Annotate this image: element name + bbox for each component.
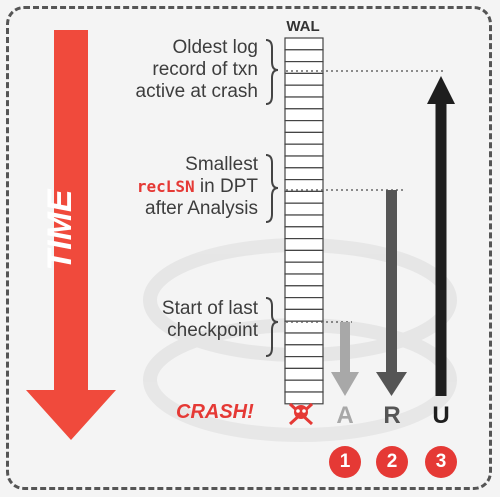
- wal-record: [284, 108, 324, 122]
- skull-crossbones-icon: [288, 402, 314, 426]
- wal-title: WAL: [286, 18, 320, 35]
- wal-record: [284, 273, 324, 287]
- wal-record: [284, 308, 324, 322]
- wal-record: [284, 49, 324, 63]
- phase-letter-redo: R: [383, 402, 401, 429]
- wal-record: [284, 226, 324, 240]
- wal-record: [284, 167, 324, 181]
- label-oldest-line-2: record of txn: [152, 59, 258, 80]
- wal-record: [284, 37, 324, 51]
- reclsn-code: recLSN: [136, 177, 195, 196]
- wal-record: [284, 238, 324, 252]
- wal-record: [284, 143, 324, 157]
- wal-record: [284, 367, 324, 381]
- label-smallest-reclsn: Smallest recLSN in DPT after Analysis: [137, 154, 258, 220]
- wal-record: [284, 297, 324, 311]
- undo-arrow-icon: [427, 76, 455, 396]
- brace-oldest: [265, 39, 279, 105]
- label-oldest-line-3: active at crash: [135, 81, 259, 102]
- analysis-arrow-icon: [331, 322, 359, 396]
- wal-record: [284, 249, 324, 263]
- redo-arrow-icon: [376, 190, 407, 396]
- label-checkpoint-line-1: Start of last: [161, 298, 258, 319]
- label-oldest-line-1: Oldest log: [172, 37, 258, 58]
- crash-label: CRASH!: [176, 401, 254, 423]
- time-arrow-icon: [26, 30, 116, 440]
- time-label: TIME: [41, 188, 79, 271]
- brace-smallest: [265, 154, 279, 223]
- phase-letter-undo: U: [432, 402, 450, 429]
- wal-record: [284, 119, 324, 133]
- phase-badge-1: 1: [329, 446, 361, 478]
- wal-record: [284, 96, 324, 110]
- label-smallest-line-2-rest: in DPT: [194, 176, 258, 197]
- wal-record: [284, 190, 324, 204]
- wal-record: [284, 214, 324, 228]
- wal-log: [284, 37, 324, 405]
- wal-record: [284, 285, 324, 299]
- wal-record: [284, 344, 324, 358]
- label-smallest-line-3: after Analysis: [145, 198, 258, 219]
- wal-record: [284, 379, 324, 393]
- label-oldest-log: Oldest log record of txn active at crash: [136, 37, 259, 103]
- label-smallest-line-2: recLSN in DPT: [137, 176, 258, 198]
- wal-record: [284, 320, 324, 334]
- wal-record: [284, 391, 324, 405]
- wal-record: [284, 261, 324, 275]
- label-checkpoint: Start of last checkpoint: [162, 298, 258, 342]
- phase-badge-3: 3: [425, 446, 457, 478]
- label-checkpoint-line-2: checkpoint: [167, 320, 258, 341]
- wal-record: [284, 202, 324, 216]
- wal-record: [284, 131, 324, 145]
- phase-badge-2: 2: [376, 446, 408, 478]
- wal-record: [284, 356, 324, 370]
- brace-checkpoint: [265, 297, 279, 357]
- wal-record: [284, 72, 324, 86]
- wal-record: [284, 332, 324, 346]
- dashed-frame: [6, 6, 492, 490]
- label-smallest-line-1: Smallest: [185, 154, 258, 175]
- phase-letter-analysis: A: [336, 402, 354, 429]
- wal-record: [284, 84, 324, 98]
- wal-record: [284, 155, 324, 169]
